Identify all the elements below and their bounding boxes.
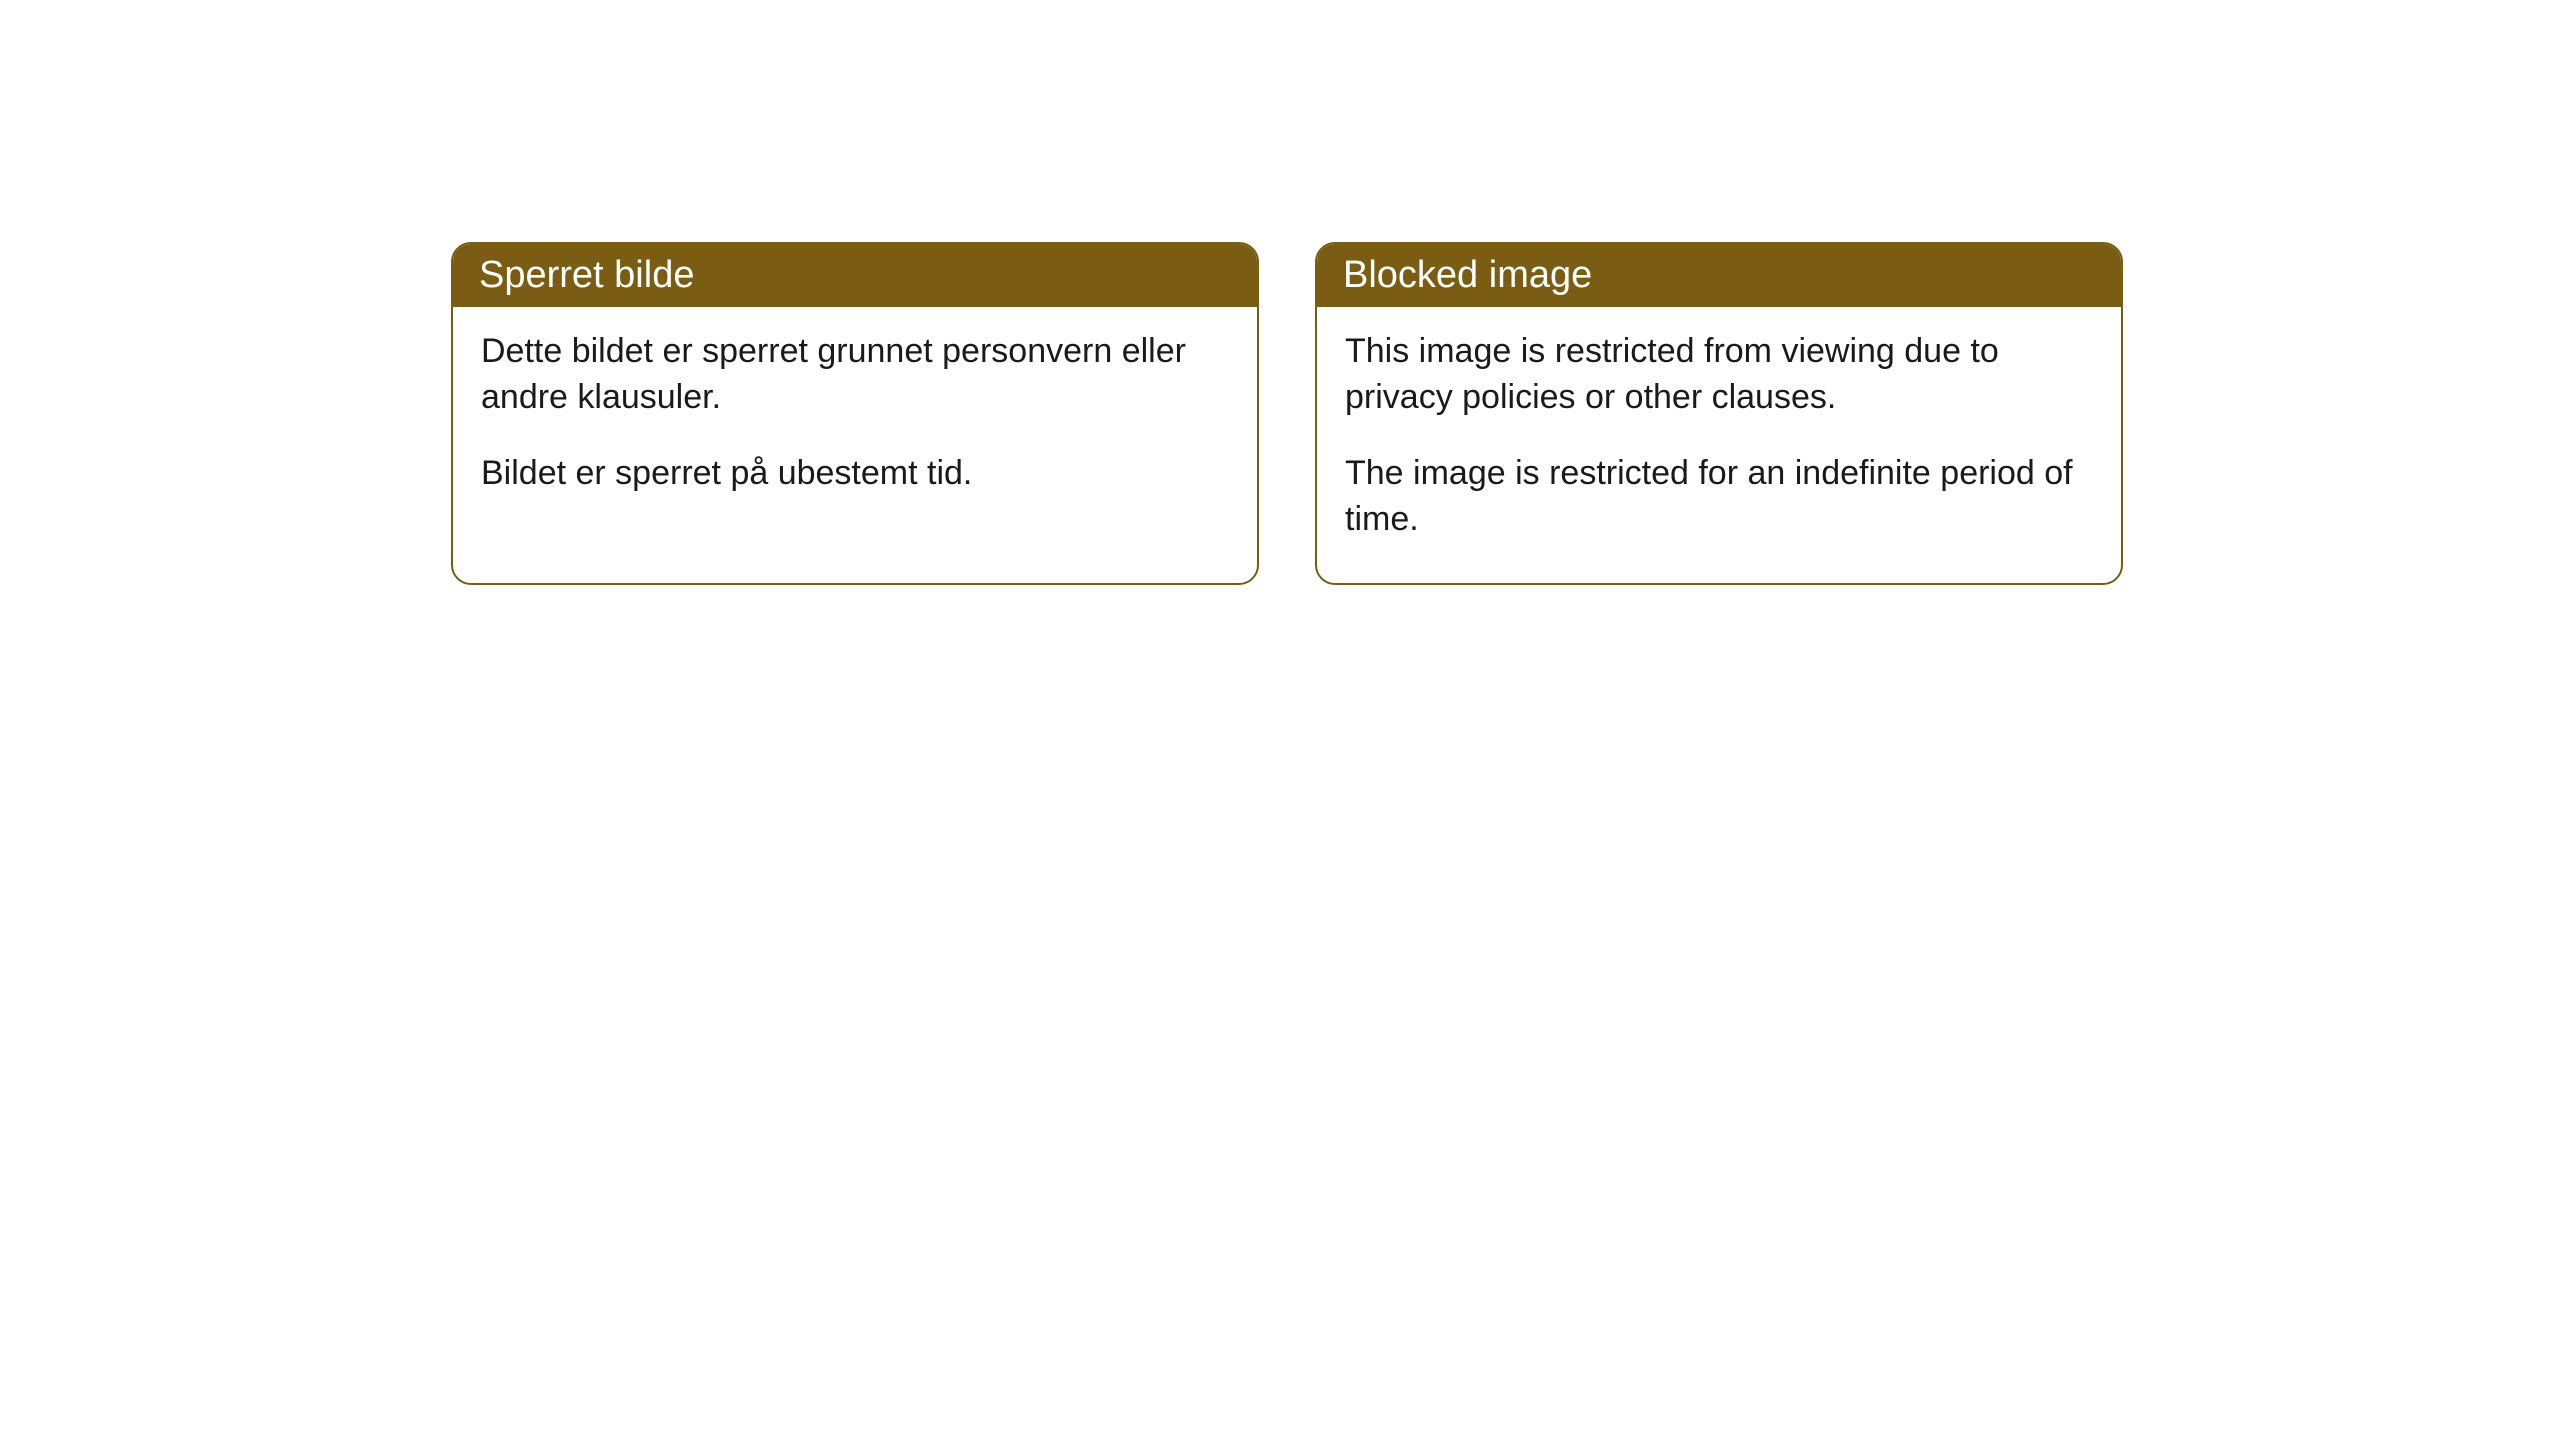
card-text-no-1: Dette bildet er sperret grunnet personve… (481, 329, 1229, 421)
card-header-en: Blocked image (1317, 244, 2121, 307)
card-text-en-1: This image is restricted from viewing du… (1345, 329, 2093, 421)
card-title-no: Sperret bilde (479, 254, 694, 296)
card-text-no-2: Bildet er sperret på ubestemt tid. (481, 451, 1229, 497)
card-title-en: Blocked image (1343, 254, 1592, 296)
card-body-no: Dette bildet er sperret grunnet personve… (453, 307, 1257, 537)
blocked-image-card-en: Blocked image This image is restricted f… (1315, 242, 2123, 585)
card-body-en: This image is restricted from viewing du… (1317, 307, 2121, 583)
blocked-image-card-no: Sperret bilde Dette bildet er sperret gr… (451, 242, 1259, 585)
card-text-en-2: The image is restricted for an indefinit… (1345, 451, 2093, 543)
card-header-no: Sperret bilde (453, 244, 1257, 307)
notice-container: Sperret bilde Dette bildet er sperret gr… (0, 0, 2560, 585)
